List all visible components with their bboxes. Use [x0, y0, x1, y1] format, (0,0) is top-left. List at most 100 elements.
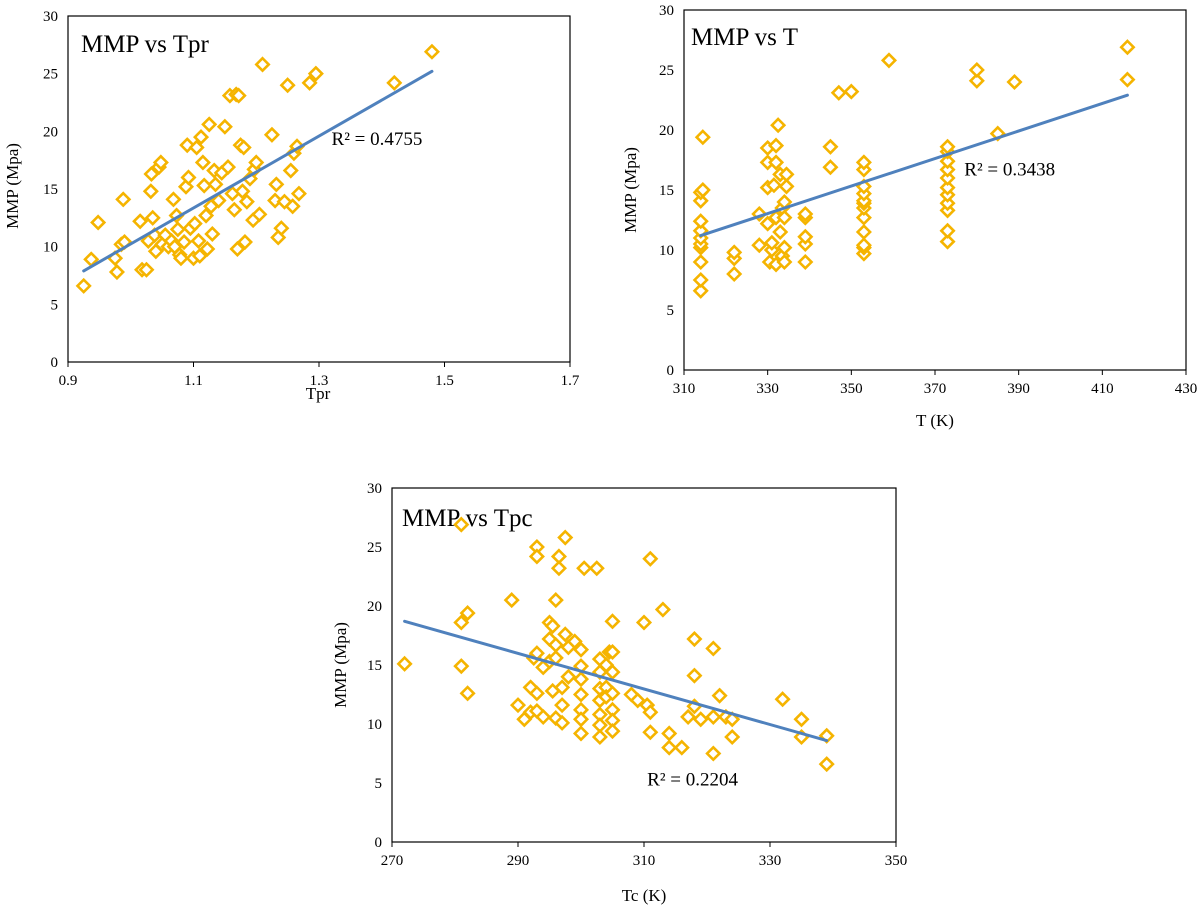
data-point: [557, 529, 574, 546]
data-point: [152, 154, 169, 171]
data-point: [535, 708, 552, 725]
data-point: [554, 714, 571, 731]
data-point: [177, 178, 195, 195]
data-point: [776, 253, 793, 271]
y-axis-title-tpr: MMP (Mpa): [3, 143, 22, 229]
x-tick-label: 310: [673, 381, 696, 397]
data-point: [279, 77, 296, 94]
x-axis-title-tc: Tc (K): [622, 886, 667, 905]
data-point: [307, 65, 324, 82]
data-point: [705, 745, 722, 762]
trendline: [699, 93, 1129, 238]
chart-frame-t: [683, 9, 1187, 371]
trendline: [82, 69, 434, 273]
data-point: [680, 708, 697, 725]
data-point: [75, 277, 92, 294]
data-point: [629, 692, 646, 709]
data-point: [528, 685, 545, 702]
data-point: [774, 691, 791, 708]
data-point: [503, 592, 520, 609]
data-point: [1006, 73, 1023, 91]
y-axis-title-t: MMP (Mpa): [621, 147, 640, 233]
data-point: [169, 221, 186, 238]
data-point: [939, 153, 956, 170]
chart-frame-tc: [391, 487, 897, 843]
data-point: [692, 271, 709, 289]
y-tick-label: 20: [659, 123, 674, 139]
data-point: [201, 116, 218, 133]
data-point: [199, 240, 216, 258]
y-tick-label: 25: [659, 63, 674, 79]
data-point: [572, 641, 590, 658]
data-point: [172, 250, 189, 267]
y-tick-label: 15: [367, 658, 382, 674]
data-point: [692, 253, 709, 271]
data-point: [726, 244, 743, 261]
r-squared-label: R² = 0.4755: [332, 129, 423, 150]
data-point: [132, 213, 149, 230]
data-point: [604, 643, 621, 661]
data-point: [855, 223, 872, 241]
data-point: [459, 685, 476, 702]
data-point: [176, 234, 193, 251]
x-tick-label: 410: [1091, 381, 1114, 397]
data-point: [588, 560, 605, 577]
data-point: [855, 209, 872, 226]
data-point: [767, 154, 785, 171]
data-point: [572, 725, 590, 742]
x-tick-label: 1.1: [184, 373, 203, 389]
r-squared-label: R² = 0.2204: [647, 769, 738, 790]
data-point: [235, 139, 252, 156]
x-tick-label: 370: [924, 381, 947, 397]
data-point: [939, 195, 956, 212]
data-point: [290, 185, 307, 202]
data-point: [236, 234, 253, 251]
data-point: [273, 220, 290, 237]
data-point: [282, 162, 299, 179]
data-point: [939, 169, 956, 187]
x-axis-title-tpr: Tpr: [306, 384, 331, 403]
data-point: [604, 723, 621, 740]
data-point: [284, 198, 301, 215]
data-point: [1119, 39, 1136, 56]
data-point: [661, 739, 678, 756]
data-point: [254, 56, 271, 73]
data-point: [822, 138, 839, 155]
data-point: [554, 679, 571, 696]
data-point: [968, 72, 985, 89]
data-point: [90, 214, 107, 231]
data-point: [642, 550, 659, 567]
data-point: [767, 137, 785, 154]
data-point: [855, 237, 872, 254]
y-tick-label: 20: [43, 124, 58, 140]
data-point: [453, 614, 470, 631]
data-point: [686, 667, 703, 684]
y-tick-label: 15: [43, 182, 58, 198]
data-point: [453, 658, 470, 675]
data-point: [216, 118, 233, 135]
x-tick-label: 1.7: [561, 373, 580, 389]
data-point: [190, 232, 207, 249]
x-tick-label: 270: [381, 853, 404, 869]
data-point: [968, 61, 985, 79]
chart-title-tc: MMP vs Tpc: [402, 505, 533, 532]
data-point: [226, 201, 243, 218]
data-point: [459, 605, 476, 622]
data-point: [1119, 71, 1136, 88]
data-point: [550, 560, 567, 577]
data-point: [591, 728, 608, 746]
trendline: [403, 619, 829, 743]
data-point: [642, 724, 659, 741]
data-point: [219, 159, 237, 176]
data-point: [686, 631, 703, 648]
data-point: [196, 177, 213, 194]
data-point: [673, 739, 690, 756]
data-point: [939, 179, 956, 196]
x-tick-label: 0.9: [59, 373, 78, 389]
data-point: [759, 215, 776, 232]
data-point: [386, 74, 403, 91]
data-point: [192, 129, 210, 146]
data-point: [251, 206, 268, 223]
data-point: [108, 264, 125, 281]
